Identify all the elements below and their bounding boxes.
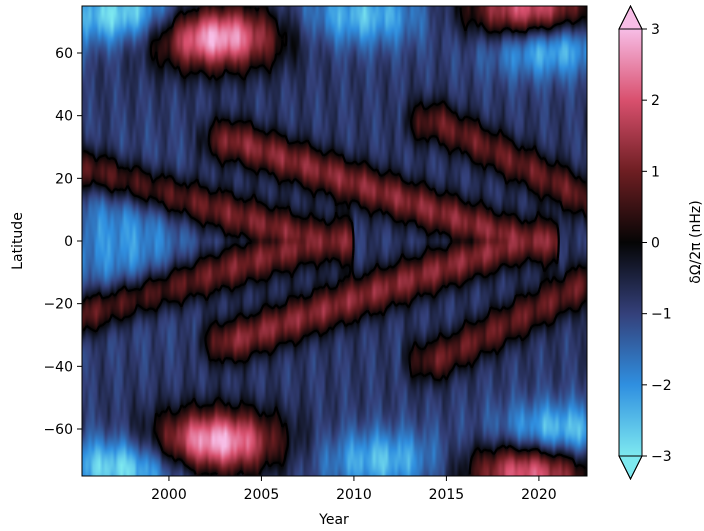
heatmap-plot-area xyxy=(82,6,587,476)
x-tick-label: 2000 xyxy=(151,487,187,503)
colorbar-upper-extension xyxy=(618,4,643,30)
colorbar-tick-label: 1 xyxy=(651,164,660,180)
rotation-residual-heatmap xyxy=(82,6,587,476)
colorbar-tick-label: 0 xyxy=(651,236,660,252)
y-axis-ticks: −60 −40 −20 0 20 40 60 xyxy=(43,46,82,438)
colorbar-lower-extension xyxy=(618,455,643,481)
colorbar-gradient xyxy=(619,29,642,456)
colorbar-tick-label: 2 xyxy=(651,93,660,109)
x-axis-label: Year xyxy=(318,512,349,528)
colorbar: −3 −2 −1 0 1 2 3 δΩ/2π (nHz) xyxy=(618,4,704,481)
y-tick-label: −40 xyxy=(43,359,73,375)
y-tick-label: 0 xyxy=(64,234,73,250)
colorbar-tick-label: 3 xyxy=(651,22,660,38)
colorbar-tick-label: −1 xyxy=(651,307,672,323)
y-axis-label: Latitude xyxy=(10,212,26,270)
y-tick-label: −20 xyxy=(43,297,73,313)
zero-contour-lines xyxy=(82,6,587,476)
colorbar-tick-label: −2 xyxy=(651,378,672,394)
y-tick-label: 60 xyxy=(55,46,73,62)
y-tick-label: 20 xyxy=(55,171,73,187)
y-tick-label: −60 xyxy=(43,422,73,438)
x-axis-ticks: 2000 2005 2010 2015 2020 xyxy=(151,476,557,503)
x-tick-label: 2015 xyxy=(429,487,465,503)
x-tick-label: 2010 xyxy=(336,487,372,503)
colorbar-label: δΩ/2π (nHz) xyxy=(688,200,704,283)
x-tick-label: 2020 xyxy=(521,487,557,503)
colorbar-ticks: −3 −2 −1 0 1 2 3 xyxy=(642,22,672,465)
y-tick-label: 40 xyxy=(55,109,73,125)
colorbar-tick-label: −3 xyxy=(651,449,672,465)
x-tick-label: 2005 xyxy=(244,487,280,503)
